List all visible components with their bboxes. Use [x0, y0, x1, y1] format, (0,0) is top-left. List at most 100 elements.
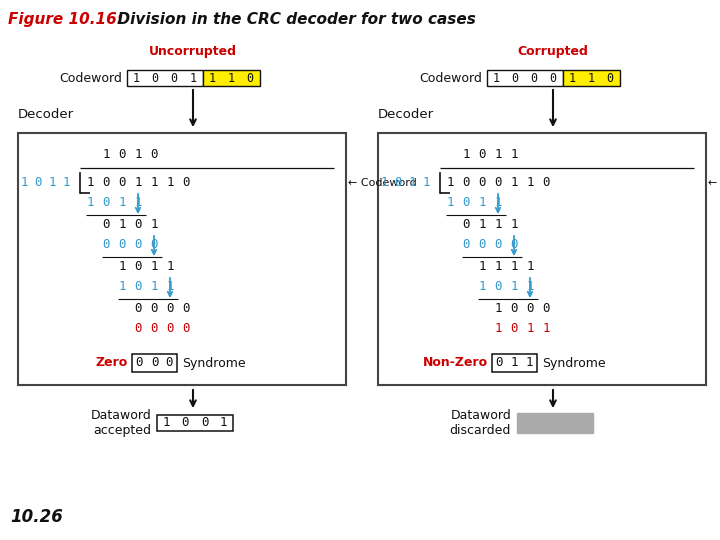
Text: 0: 0: [462, 177, 469, 190]
Bar: [487, 70, 562, 86]
Text: 1: 1: [526, 322, 534, 335]
Text: 1: 1: [134, 177, 142, 190]
Text: 0: 0: [510, 322, 518, 335]
Text: 0: 0: [182, 177, 190, 190]
Text: 1: 1: [478, 219, 486, 232]
Text: 1: 1: [134, 197, 142, 210]
Text: 1: 1: [102, 148, 109, 161]
Text: 0: 0: [542, 177, 550, 190]
Text: 1: 1: [494, 260, 502, 273]
Text: 0: 0: [478, 148, 486, 161]
Bar: [378, 133, 706, 385]
Text: 1: 1: [86, 197, 94, 210]
Text: 1: 1: [166, 177, 174, 190]
Bar: [492, 354, 537, 372]
Text: 0: 0: [171, 71, 178, 84]
Text: Syndrome: Syndrome: [182, 356, 246, 369]
Text: 0: 0: [496, 356, 503, 369]
Text: 1: 1: [510, 148, 518, 161]
Text: Decoder: Decoder: [378, 108, 434, 121]
Text: 0: 0: [166, 356, 174, 369]
Text: 0: 0: [494, 280, 502, 294]
Text: 0: 0: [134, 219, 142, 232]
Text: 0: 0: [462, 197, 469, 210]
Text: 0: 0: [494, 239, 502, 252]
Text: 0: 0: [150, 356, 158, 369]
Text: 0: 0: [35, 177, 42, 190]
Text: 0: 0: [150, 239, 158, 252]
Text: 1: 1: [118, 197, 126, 210]
Text: Syndrome: Syndrome: [542, 356, 606, 369]
Text: 1: 1: [422, 177, 430, 190]
Text: 0: 0: [150, 302, 158, 315]
Bar: [127, 70, 202, 86]
Text: 0: 0: [526, 302, 534, 315]
Text: 1: 1: [526, 177, 534, 190]
Text: 1: 1: [150, 219, 158, 232]
Text: 1: 1: [494, 148, 502, 161]
Text: 0: 0: [181, 416, 189, 429]
Text: 0: 0: [118, 177, 126, 190]
Text: 1: 1: [494, 197, 502, 210]
Text: 0: 0: [549, 71, 557, 84]
Text: 1: 1: [48, 177, 55, 190]
Bar: [517, 413, 593, 433]
Text: 1: 1: [134, 148, 142, 161]
Text: 1: 1: [86, 177, 94, 190]
Text: 0: 0: [182, 302, 190, 315]
Bar: [132, 354, 177, 372]
Text: 0: 0: [134, 280, 142, 294]
Text: 1: 1: [166, 280, 174, 294]
Text: Corrupted: Corrupted: [518, 45, 588, 58]
Text: 1: 1: [118, 280, 126, 294]
Text: Uncorrupted: Uncorrupted: [149, 45, 237, 58]
Text: 1: 1: [588, 71, 595, 84]
Text: 1: 1: [150, 177, 158, 190]
Text: 0: 0: [478, 177, 486, 190]
Text: 0: 0: [118, 239, 126, 252]
Text: Division in the CRC decoder for two cases: Division in the CRC decoder for two case…: [107, 12, 476, 27]
Text: 1: 1: [163, 416, 170, 429]
Text: 1: 1: [510, 280, 518, 294]
Text: 1: 1: [220, 416, 228, 429]
Text: 1: 1: [446, 197, 454, 210]
Text: 0: 0: [134, 239, 142, 252]
Text: 0: 0: [166, 302, 174, 315]
Text: Codeword: Codeword: [60, 71, 122, 84]
Text: 1: 1: [189, 71, 197, 84]
Bar: [202, 70, 259, 86]
Bar: [157, 415, 233, 431]
Text: 1: 1: [150, 260, 158, 273]
Text: 1: 1: [118, 219, 126, 232]
Text: 1: 1: [526, 356, 534, 369]
Text: 0: 0: [102, 219, 109, 232]
Text: Non-Zero: Non-Zero: [423, 356, 488, 369]
Text: 1: 1: [150, 280, 158, 294]
Text: 1: 1: [20, 177, 28, 190]
Text: 1: 1: [526, 280, 534, 294]
Text: 0: 0: [201, 416, 208, 429]
Text: Decoder: Decoder: [18, 108, 74, 121]
Text: 0: 0: [150, 148, 158, 161]
Text: 1: 1: [492, 71, 500, 84]
Text: 0: 0: [462, 219, 469, 232]
Text: 1: 1: [132, 71, 140, 84]
Text: 0: 0: [136, 356, 143, 369]
Text: 0: 0: [118, 148, 126, 161]
Text: 1: 1: [510, 260, 518, 273]
Text: 0: 0: [478, 239, 486, 252]
Text: 1: 1: [208, 71, 215, 84]
Text: 0: 0: [151, 71, 158, 84]
Text: 0: 0: [134, 322, 142, 335]
Text: Zero: Zero: [96, 356, 128, 369]
Text: 1: 1: [542, 322, 550, 335]
Text: 1: 1: [568, 71, 575, 84]
Text: 0: 0: [134, 260, 142, 273]
Text: Dataword
discarded: Dataword discarded: [449, 409, 511, 437]
Text: 1: 1: [118, 260, 126, 273]
Text: 0: 0: [102, 239, 109, 252]
Text: 1: 1: [478, 260, 486, 273]
Text: 1: 1: [408, 177, 415, 190]
Text: 0: 0: [246, 71, 253, 84]
Text: Dataword
accepted: Dataword accepted: [90, 409, 151, 437]
